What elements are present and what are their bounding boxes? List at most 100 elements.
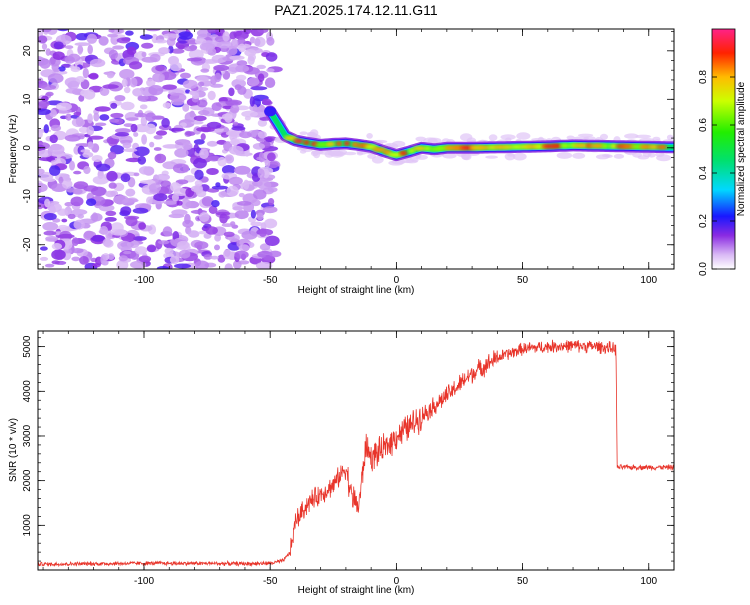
noise-blob	[86, 125, 95, 136]
noise-blob	[43, 124, 49, 134]
noise-blob	[194, 180, 203, 187]
noise-blob	[193, 139, 205, 145]
noise-blob	[231, 78, 246, 89]
noise-blob	[38, 108, 51, 115]
noise-blob	[148, 183, 162, 193]
noise-blob	[171, 48, 185, 54]
noise-blob	[95, 122, 107, 127]
noise-blob	[100, 254, 106, 265]
noise-blob	[155, 173, 170, 181]
snr-x-tick-label: 50	[517, 576, 529, 587]
noise-blob	[194, 241, 209, 250]
ridge-core	[315, 142, 331, 148]
ridge-start-blob	[264, 106, 277, 117]
noise-blob	[140, 115, 148, 127]
noise-blob	[198, 109, 210, 116]
noise-blob	[162, 226, 173, 237]
noise-blob	[267, 161, 279, 169]
noise-blob	[222, 31, 230, 42]
noise-blob	[216, 41, 233, 49]
noise-blob	[241, 230, 258, 240]
noise-blob	[99, 225, 109, 235]
noise-blob	[133, 172, 140, 177]
noise-blob	[43, 213, 57, 221]
noise-blob	[207, 90, 216, 101]
noise-blob	[199, 148, 209, 160]
noise-blob	[45, 236, 59, 242]
noise-blob	[153, 147, 162, 151]
noise-blob	[149, 141, 155, 148]
noise-blob	[83, 230, 94, 239]
noise-blob	[236, 201, 252, 206]
noise-blob	[87, 73, 99, 79]
noise-blob	[213, 64, 230, 71]
noise-blob	[51, 249, 66, 260]
noise-blob	[264, 136, 278, 141]
noise-blob	[154, 39, 168, 44]
noise-blob	[217, 254, 226, 263]
noise-blob	[249, 36, 256, 44]
noise-blob	[259, 243, 271, 251]
ridge-halo-blob	[461, 153, 472, 161]
colorbar-tick-label: 0.8	[698, 70, 709, 84]
noise-blob	[161, 117, 170, 128]
noise-blob	[77, 213, 85, 219]
noise-blob	[206, 121, 222, 129]
noise-blob	[43, 230, 57, 236]
noise-blob	[73, 170, 82, 175]
noise-blob	[83, 165, 91, 175]
noise-blob	[106, 72, 115, 79]
noise-blob	[123, 250, 132, 255]
noise-blob	[141, 42, 154, 49]
snr-y-axis-label: SNR (10 * v/v)	[8, 418, 19, 482]
noise-blob	[247, 55, 255, 65]
noise-blob	[234, 210, 249, 220]
noise-blob	[234, 250, 249, 259]
spectrogram-x-tick-label: 0	[394, 275, 400, 286]
noise-blob	[146, 196, 154, 205]
noise-blob	[89, 58, 106, 68]
noise-blob	[108, 49, 118, 60]
noise-blob	[266, 68, 275, 73]
noise-blob	[209, 255, 219, 260]
noise-blob	[211, 200, 220, 208]
colorbar-tick-label: 0.4	[698, 166, 709, 180]
noise-blob	[107, 33, 118, 38]
noise-blob	[186, 57, 203, 62]
ridge-core	[326, 141, 336, 147]
noise-blob	[238, 244, 250, 252]
noise-blob	[41, 29, 52, 33]
noise-blob	[120, 206, 132, 216]
noise-blob	[121, 78, 128, 88]
noise-blob	[134, 112, 147, 118]
noise-blob	[262, 98, 272, 105]
ridge-core	[412, 146, 427, 151]
ridge-halo-blob	[313, 150, 321, 159]
ridge-halo-blob	[328, 151, 342, 156]
noise-blob	[180, 72, 191, 79]
noise-blob	[200, 68, 210, 73]
noise-blob	[154, 153, 167, 164]
colorbar: 0.0 0.2 0.4 0.6 0.8 Normalized spectral ampl…	[698, 28, 747, 276]
noise-blob	[176, 200, 183, 206]
noise-blob	[40, 246, 48, 251]
noise-blob	[38, 183, 48, 193]
colorbar-label: Normalized spectral amplitude	[736, 81, 747, 216]
noise-blob	[45, 91, 54, 97]
noise-blob	[217, 156, 227, 167]
snr-y-tick-label: 2000	[22, 469, 33, 492]
noise-blob	[175, 179, 189, 185]
noise-blob	[102, 84, 119, 89]
ridge-halo-blob	[411, 158, 419, 163]
noise-blob	[138, 166, 153, 175]
ridge-halo-blob	[635, 134, 651, 139]
noise-blob	[70, 66, 81, 73]
noise-blob	[193, 115, 207, 122]
noise-blob	[71, 248, 84, 254]
noise-blob	[153, 135, 163, 140]
noise-blob	[105, 210, 117, 216]
ridge-halo-blob	[595, 154, 610, 160]
noise-blob	[194, 260, 210, 269]
noise-blob	[223, 249, 233, 260]
noise-blob	[139, 34, 153, 40]
